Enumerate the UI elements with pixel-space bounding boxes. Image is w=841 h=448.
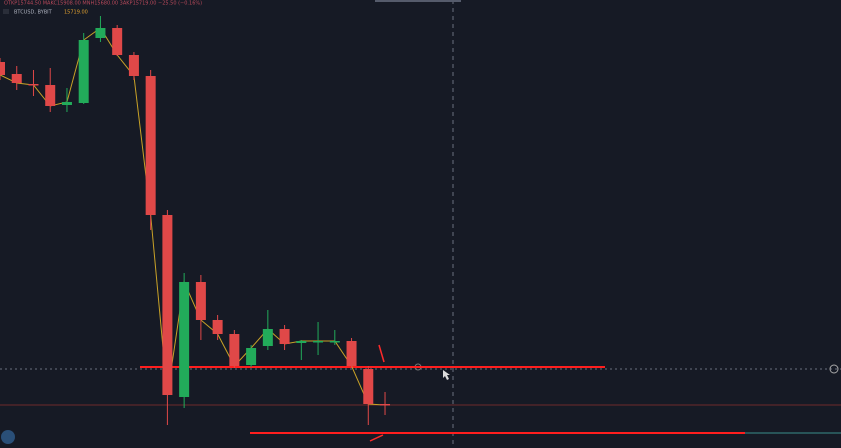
candle-body xyxy=(195,282,206,320)
candle-body xyxy=(329,341,340,343)
candle-body xyxy=(212,320,223,334)
candle-body xyxy=(229,334,240,366)
candle-body xyxy=(28,84,39,86)
logo xyxy=(1,430,15,444)
close-line xyxy=(0,27,386,406)
collapse-toggle[interactable] xyxy=(3,9,9,14)
candle-body xyxy=(380,404,391,406)
arrow xyxy=(369,434,384,442)
candle-body xyxy=(11,74,22,83)
ohlc-header: OTKP15744.50 MAKC15908.00 MNH15680.00 3A… xyxy=(4,1,202,7)
candle-body xyxy=(246,348,257,365)
last-price-label: 15719.00 xyxy=(64,10,88,16)
symbol-title: BTCUSD, BYBIT xyxy=(14,10,53,16)
candle-body xyxy=(296,341,307,343)
candle-body xyxy=(45,85,56,106)
candle-body xyxy=(145,76,156,215)
candle-body xyxy=(279,329,290,344)
candle-body xyxy=(179,282,190,397)
candle-body xyxy=(112,28,123,55)
candle-body xyxy=(363,369,374,404)
candle-body xyxy=(95,28,106,38)
candle-body xyxy=(128,55,139,76)
candle-body xyxy=(346,341,357,366)
candle-body xyxy=(61,102,72,105)
candle-body xyxy=(262,329,273,346)
cursor xyxy=(443,370,450,380)
candle-body xyxy=(0,62,5,75)
crosshair-button[interactable] xyxy=(829,364,839,374)
candle-body xyxy=(78,40,89,103)
arrow xyxy=(378,344,385,363)
candle-body xyxy=(162,215,173,395)
candle-body xyxy=(313,341,324,343)
